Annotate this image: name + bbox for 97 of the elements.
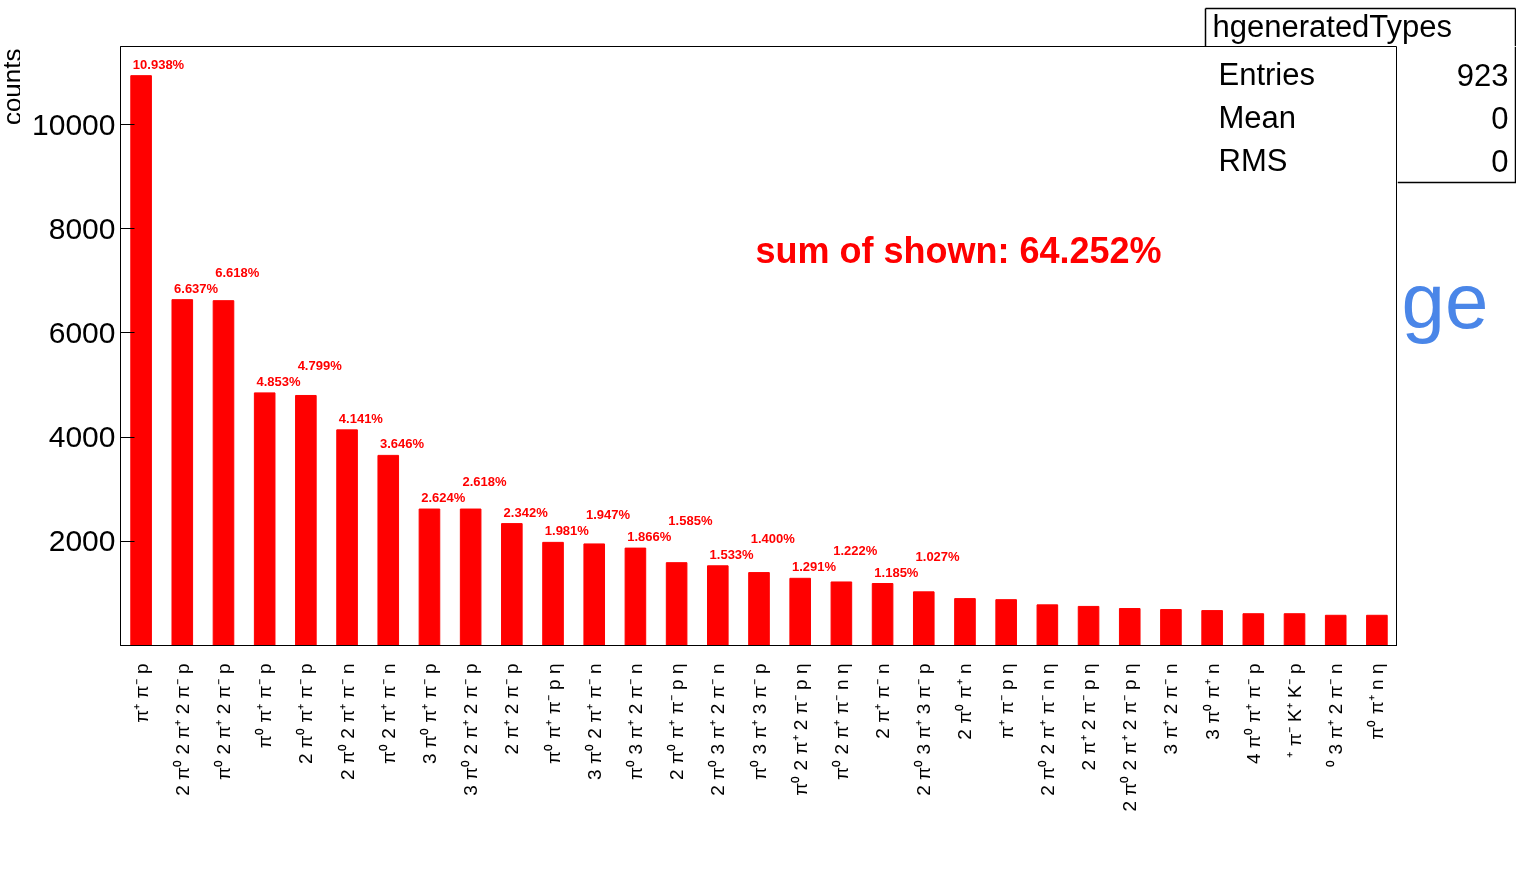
bar — [1242, 613, 1265, 646]
x-tick-label: 2 π⁰ 2 π⁺ 2 π⁻ p — [171, 663, 193, 796]
bar — [377, 454, 400, 646]
y-tick-label: 6000 — [48, 315, 116, 349]
x-tick-label: 3 π⁰ 2 π⁺ π⁻ n — [583, 663, 605, 780]
annotation: 1.585% — [668, 513, 713, 529]
bar — [501, 523, 523, 646]
y-tick-label: 4000 — [48, 420, 116, 454]
x-tick-label: 2 π⁰ 2 π⁺ π⁻ n — [336, 663, 358, 780]
bar — [871, 583, 894, 646]
annotation: 2.618% — [462, 474, 507, 490]
x-tick-label: π⁰ 3 π⁺ 3 π⁻ p — [748, 663, 770, 780]
bar — [665, 562, 688, 646]
bar — [171, 299, 194, 646]
x-tick-label: 4 π⁰ π⁺ π⁻ p — [1242, 663, 1264, 765]
annotation: 10.938% — [132, 56, 185, 72]
bar — [542, 541, 564, 646]
annotation: 4.853% — [256, 373, 301, 389]
text: ge — [1401, 256, 1489, 345]
annotation: 2.342% — [503, 504, 549, 520]
bar — [1201, 610, 1223, 646]
x-tick-label: π⁺ π⁻ p η — [995, 663, 1017, 739]
y-axis-title: counts — [0, 48, 27, 126]
x-tick-label: 3 π⁰ 2 π⁺ 2 π⁻ p — [460, 663, 482, 796]
annotation: 6.618% — [215, 264, 260, 280]
x-tick-label: 3 π⁺ 2 π⁻ n — [1160, 663, 1182, 755]
annotation: 2.624% — [421, 490, 466, 506]
x-tick-label: π⁺ π⁻ p — [130, 663, 152, 723]
x-tick-label: 2 π⁰ 3 π⁺ 2 π⁻ n — [707, 663, 729, 796]
bar — [295, 394, 317, 646]
x-tick-label: π⁰ π⁺ π⁻ p — [254, 663, 276, 749]
text: hgeneratedTypes — [1212, 9, 1453, 44]
x-tick-label: 2 π⁺ 2 π⁻ p η — [1078, 663, 1100, 771]
bar — [789, 577, 811, 646]
annotation: 1.981% — [544, 523, 590, 539]
annotation: 1.533% — [709, 546, 755, 562]
x-tick-label: 2 π⁰ π⁺ π⁻ p — [295, 663, 317, 765]
bar — [253, 392, 276, 646]
bar — [212, 300, 235, 646]
bar — [912, 591, 935, 646]
bar — [954, 598, 976, 646]
bar — [418, 508, 441, 646]
annotation: 1.027% — [915, 548, 961, 564]
text: 0 — [1491, 100, 1509, 136]
x-tick-label: 2 π⁰ 2 π⁺ 2 π⁻ p η — [1119, 663, 1141, 812]
y-tick-label: 2000 — [48, 524, 116, 558]
bar — [583, 543, 606, 646]
annotation: 1.400% — [750, 530, 796, 546]
bar — [995, 599, 1017, 646]
x-tick-label: π⁰ 2 π⁺ 2 π⁻ p η — [789, 663, 811, 796]
y-tick-label: 10000 — [32, 107, 116, 141]
annotation: sum of shown: 64.252% — [755, 230, 1162, 271]
bar — [336, 429, 358, 646]
annotation: 4.141% — [338, 410, 384, 426]
bar — [1077, 605, 1100, 646]
x-tick-label: 2 π⁺ π⁻ n — [872, 663, 894, 739]
bar — [1366, 614, 1388, 646]
x-tick-label: 2 π⁰ π⁺ π⁻ p η — [666, 663, 688, 780]
x-tick-label: π⁰ π⁺ π⁻ p η — [542, 663, 564, 765]
x-tick-label: ⁰ 3 π⁺ 2 π⁻ n — [1325, 663, 1347, 767]
bar — [624, 547, 647, 646]
annotation: 3.646% — [380, 436, 425, 452]
annotation: 6.637% — [174, 280, 219, 296]
x-tick-label: π⁰ 2 π⁺ 2 π⁻ p — [212, 663, 234, 780]
annotation: RMS — [1218, 143, 1288, 178]
x-tick-label: π⁰ 2 π⁺ π⁻ n η — [830, 663, 852, 780]
x-tick-label: 2 π⁰ π⁺ n — [954, 663, 976, 740]
y-tick-label: 8000 — [48, 211, 116, 245]
annotation: Mean — [1218, 100, 1297, 135]
annotation: 1.866% — [627, 529, 672, 545]
annotation: 1.291% — [791, 559, 837, 575]
bar — [130, 75, 152, 646]
annotation: 4.799% — [297, 357, 343, 373]
annotation: Entries — [1218, 57, 1315, 92]
x-tick-label: π⁰ 3 π⁺ 2 π⁻ n — [624, 663, 646, 780]
x-tick-label: 2 π⁺ 2 π⁻ p — [501, 663, 523, 755]
bar — [1036, 604, 1059, 646]
bar — [1324, 614, 1347, 646]
annotation: 1.947% — [585, 507, 631, 523]
x-tick-label: π⁰ π⁺ n η — [1366, 663, 1388, 740]
bar — [707, 565, 729, 646]
x-tick-label: 2 π⁰ 3 π⁺ 3 π⁻ p — [913, 663, 935, 796]
bar — [830, 581, 853, 646]
text: 0 — [1491, 143, 1509, 179]
bar — [748, 572, 770, 646]
annotation: 1.222% — [833, 543, 878, 559]
bar — [1283, 613, 1306, 646]
text: 923 — [1456, 57, 1509, 93]
bar — [1118, 608, 1141, 646]
x-tick-label: 3 π⁰ π⁺ n — [1201, 663, 1223, 740]
x-tick-label: 3 π⁰ π⁺ π⁻ p — [418, 663, 440, 765]
bar — [459, 508, 482, 646]
x-tick-label: 2 π⁰ 2 π⁺ π⁻ n η — [1036, 663, 1058, 796]
x-tick-label: ⁺ π⁻ K⁺ K⁻ p — [1284, 663, 1306, 758]
bar — [1160, 609, 1182, 646]
annotation: 1.185% — [874, 564, 919, 580]
x-tick-label: π⁰ 2 π⁺ π⁻ n — [377, 663, 399, 765]
